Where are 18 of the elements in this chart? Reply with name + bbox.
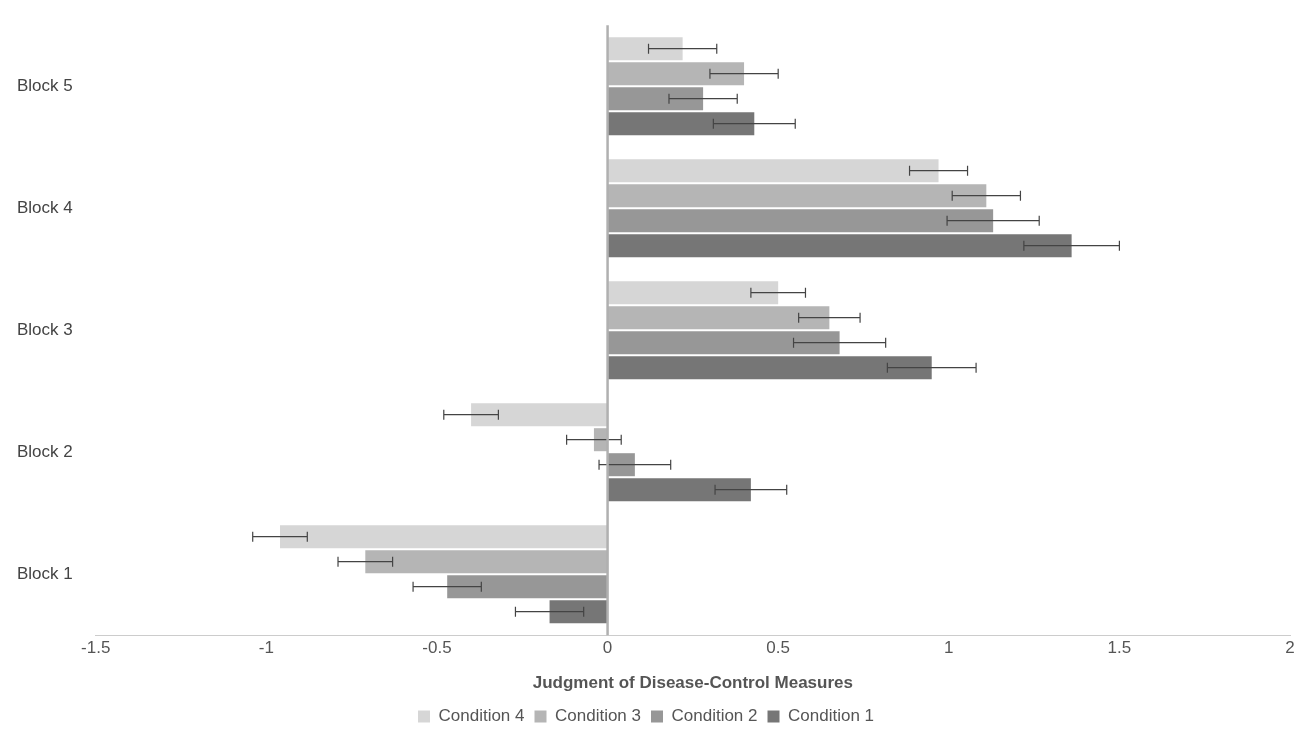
x-tick-label: -1.5	[81, 638, 111, 658]
x-tick-label: 1.5	[1107, 638, 1132, 658]
x-tick-label: 1	[944, 638, 954, 658]
x-axis-title: Judgment of Disease-Control Measures	[532, 673, 853, 693]
y-tick-label: Block 3	[17, 319, 73, 339]
x-tick-label: 2	[1285, 638, 1295, 658]
y-tick-label: Block 1	[17, 563, 73, 583]
y-tick-label: Block 2	[17, 441, 73, 461]
legend-label: Condition 3	[555, 706, 642, 726]
x-tick-label: -0.5	[422, 638, 452, 658]
y-tick-label: Block 4	[17, 197, 73, 217]
x-tick-label: 0.5	[766, 638, 790, 658]
x-tick-label: -1	[258, 638, 274, 658]
legend-label: Condition 4	[438, 706, 525, 726]
y-tick-label: Block 5	[17, 75, 73, 95]
legend-label: Condition 2	[671, 706, 758, 726]
legend-label: Condition 1	[788, 706, 875, 726]
x-tick-label: 0	[602, 638, 613, 658]
